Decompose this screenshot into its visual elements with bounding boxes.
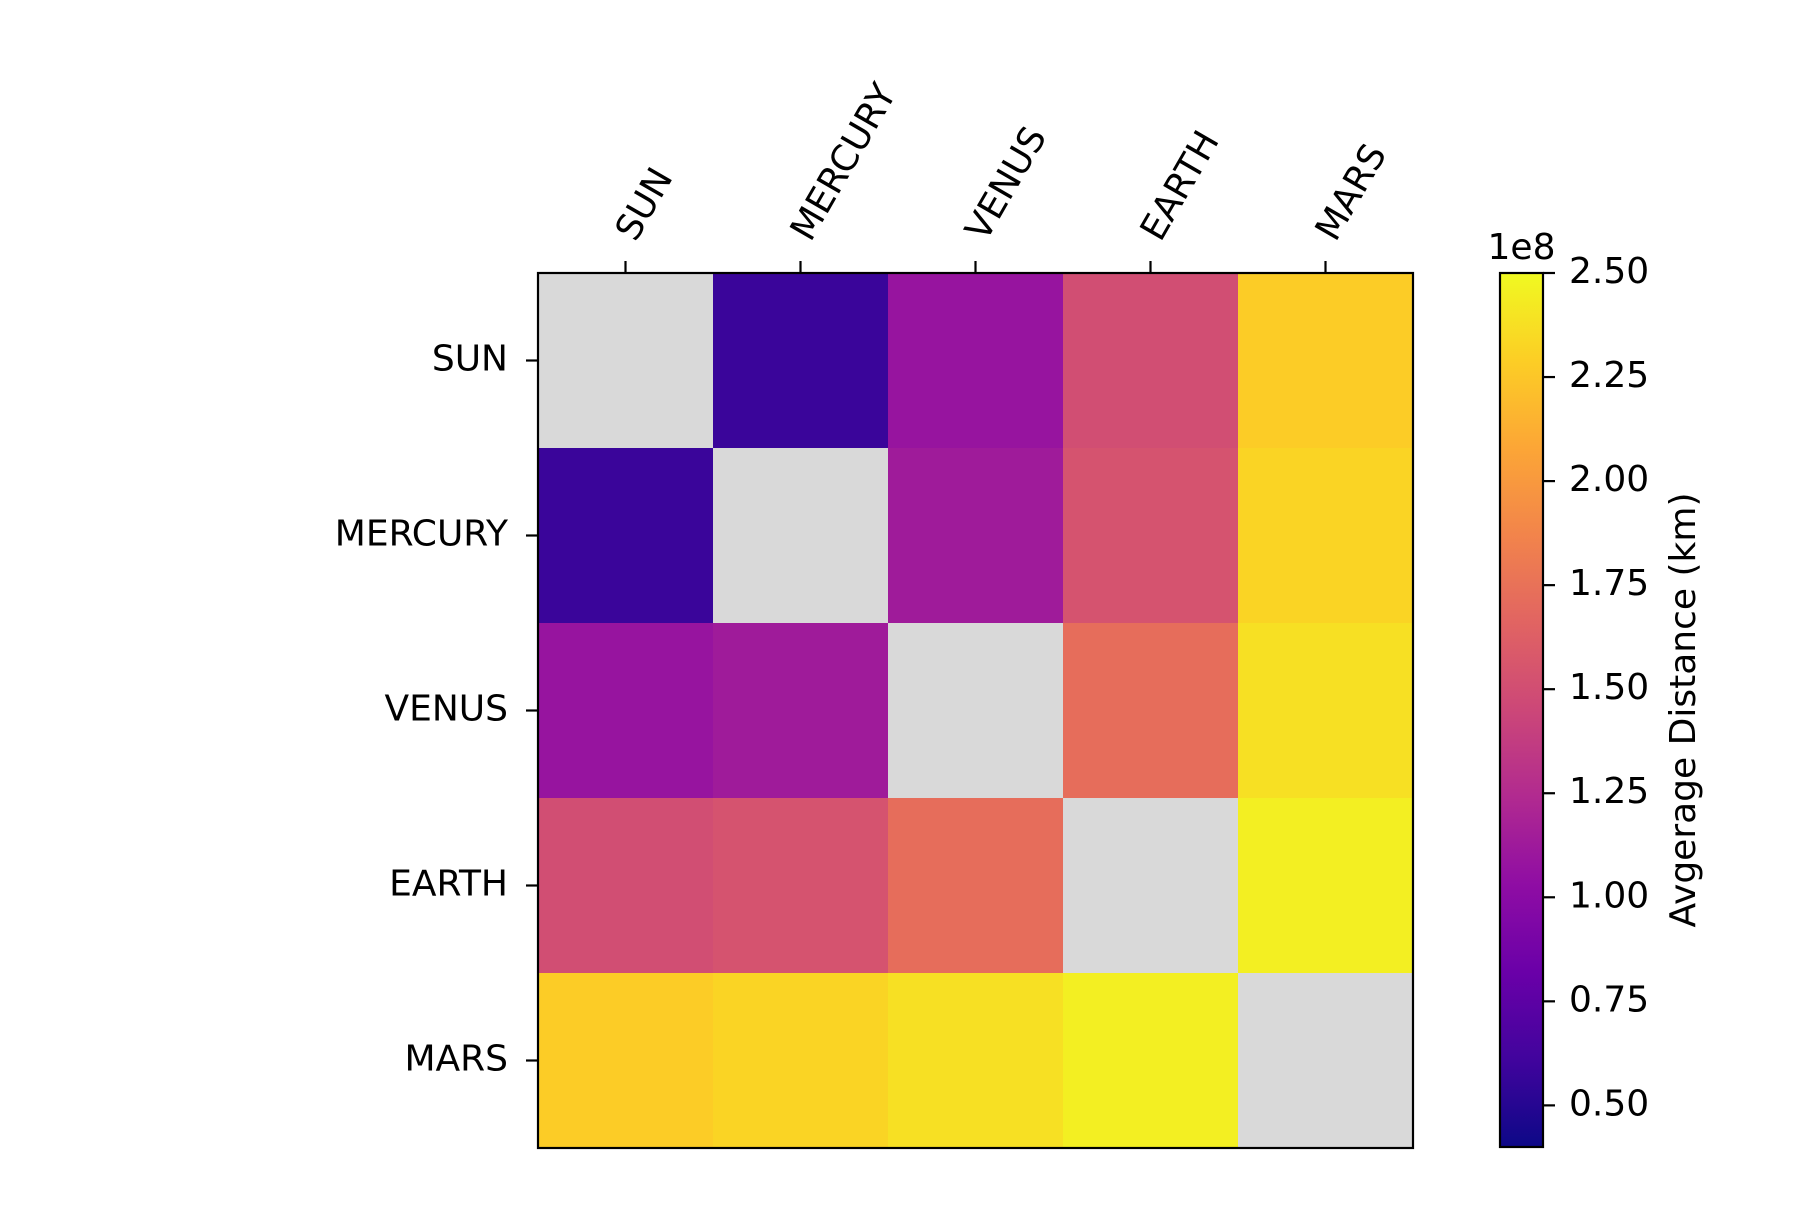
y-tick-label: SUN (432, 339, 508, 380)
colorbar-tick-label: 1.25 (1569, 771, 1649, 812)
heatmap-cells (538, 273, 1414, 1149)
colorbar-tick-label: 0.75 (1569, 979, 1649, 1020)
colorbar-tick-label: 2.50 (1569, 251, 1649, 292)
heatmap-cell-venus-earth (1063, 623, 1239, 799)
heatmap-cell-earth-venus (888, 798, 1064, 974)
heatmap-cell-venus-mercury (713, 623, 889, 799)
colorbar-tick-label: 1.00 (1569, 875, 1649, 916)
heatmap-cell-sun-earth (1063, 273, 1239, 449)
colorbar-offset-label: 1e8 (1488, 227, 1556, 268)
heatmap-cell-mars-mercury (713, 973, 889, 1149)
heatmap-cell-mars-venus (888, 973, 1064, 1149)
heatmap-cell-mars-sun (538, 973, 714, 1149)
colorbar: 0.50 0.75 1.00 1.25 1.50 1.75 2.00 2.25 2.50 1e8 A… (1488, 227, 1704, 1149)
heatmap-cell-earth-earth (1063, 798, 1239, 974)
colorbar-tick-label: 1.75 (1569, 563, 1649, 604)
heatmap-cell-earth-mars (1238, 798, 1414, 974)
heatmap-cell-venus-venus (888, 623, 1064, 799)
heatmap-cell-venus-sun (538, 623, 714, 799)
heatmap-cell-sun-sun (538, 273, 714, 449)
heatmap-cell-sun-mercury (713, 273, 889, 449)
heatmap-cell-mars-mars (1238, 973, 1414, 1149)
heatmap-cell-venus-mars (1238, 623, 1414, 799)
y-tick-label: MERCURY (335, 514, 509, 555)
colorbar-tick-label: 2.00 (1569, 459, 1649, 500)
y-tick-label: VENUS (384, 689, 508, 730)
heatmap-cell-sun-mars (1238, 273, 1414, 449)
x-tick-label: MARS (1308, 137, 1395, 247)
colorbar-tick-label: 2.25 (1569, 355, 1649, 396)
colorbar-tick-label: 0.50 (1569, 1083, 1649, 1124)
x-tick-label: VENUS (958, 120, 1055, 247)
x-tick-label: SUN (608, 161, 682, 247)
heatmap-cell-mercury-sun (538, 448, 714, 624)
colorbar-gradient (1498, 271, 1545, 1149)
heatmap-cell-mars-earth (1063, 973, 1239, 1149)
y-tick-label: MARS (404, 1039, 508, 1080)
heatmap-cell-mercury-venus (888, 448, 1064, 624)
heatmap-cell-mercury-mercury (713, 448, 889, 624)
heatmap-cell-earth-mercury (713, 798, 889, 974)
x-tick-label: MERCURY (783, 76, 906, 247)
heatmap-cell-earth-sun (538, 798, 714, 974)
heatmap-cell-mercury-earth (1063, 448, 1239, 624)
x-tick-label: EARTH (1133, 124, 1228, 247)
y-tick-label: EARTH (389, 864, 508, 905)
colorbar-axis-label: Avgerage Distance (km) (1663, 493, 1704, 928)
colorbar-tick-label: 1.50 (1569, 667, 1649, 708)
heatmap-cell-mercury-mars (1238, 448, 1414, 624)
heatmap-cell-sun-venus (888, 273, 1064, 449)
